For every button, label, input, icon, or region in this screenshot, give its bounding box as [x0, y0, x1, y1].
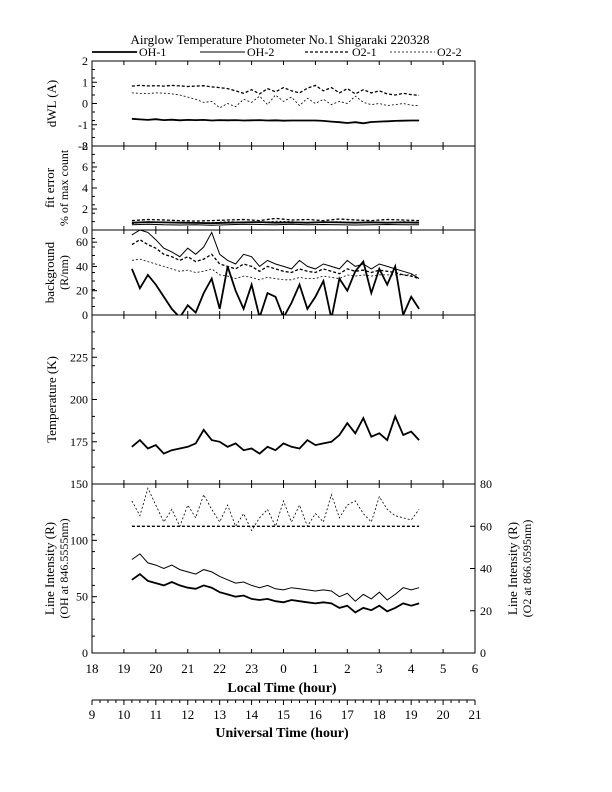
series-o2-1-line: [131, 84, 420, 97]
y-tick-label: 0: [82, 646, 88, 660]
panel-frame: [91, 483, 476, 654]
y-tick-label: 0: [82, 223, 88, 237]
local-time-tick-label: 18: [86, 661, 99, 676]
y-axis-label: background: [42, 241, 57, 303]
panels: -2 -1 0 1 2 dWL (A) 0 2 4 6 8 fit error% of max cou…: [42, 54, 534, 660]
series-oh-1-line: [131, 117, 420, 125]
local-time-tick-label: 0: [280, 661, 287, 676]
legend-label-o2-2: O2-2: [437, 45, 462, 59]
y-tick-label: -2: [78, 139, 88, 153]
y-tick-label: 2: [82, 202, 88, 216]
y-right-tick-label: 60: [480, 519, 492, 533]
ut-axis-label: Universal Time (hour): [215, 726, 349, 741]
panel-dwl: -2 -1 0 1 2 dWL (A): [44, 54, 476, 153]
ut-tick-label: 17: [341, 707, 355, 722]
panel-temperature: 175 200 225 Temperature (K): [44, 314, 476, 485]
series-o2-2-line: [131, 92, 420, 109]
series-o2-1-line: [131, 238, 420, 280]
series-oh-1-line: [131, 221, 420, 225]
y-axis-label: fit error: [42, 167, 57, 208]
y-axis-label: dWL (A): [44, 80, 59, 128]
y-axis-label-sub: (R/nm): [57, 255, 71, 290]
panel-fit: 0 2 4 6 8 fit error% of max count: [42, 139, 476, 237]
y-tick-label: 6: [82, 160, 88, 174]
y-tick-label: 4: [82, 181, 88, 195]
series-oh-1-line: [131, 572, 420, 614]
y-right-tick-label: 0: [480, 646, 486, 660]
legend: OH-1 OH-2 O2-1 O2-2: [92, 45, 462, 59]
legend-label-oh-1: OH-1: [139, 45, 166, 59]
local-time-tick-label: 19: [117, 661, 130, 676]
y-right-tick-label: 80: [480, 477, 492, 491]
panel-frame: [91, 60, 476, 147]
y-right-axis-label: Line Intensity (R): [505, 522, 520, 615]
ut-tick-label: 14: [245, 707, 259, 722]
y-tick-label: 20: [76, 284, 88, 298]
local-time-tick-label: 3: [376, 661, 383, 676]
ut-tick-label: 18: [373, 707, 386, 722]
y-tick-label: 0: [82, 97, 88, 111]
local-time-tick-label: 6: [472, 661, 479, 676]
y-tick-label: 200: [70, 393, 88, 407]
y-tick-label: 60: [76, 235, 88, 249]
local-time-tick-label: 23: [245, 661, 258, 676]
y-tick-label: 150: [70, 477, 88, 491]
ut-tick-label: 11: [150, 707, 163, 722]
figure-title: Airglow Temperature Photometer No.1 Shig…: [131, 32, 430, 47]
y-tick-label: -1: [78, 118, 88, 132]
series-oh-2-line: [131, 230, 420, 280]
series-oh-1-line: [131, 259, 420, 315]
y-right-tick-label: 20: [480, 604, 492, 618]
local-time-tick-label: 21: [181, 661, 194, 676]
series-o2-2-line: [131, 487, 420, 532]
series-oh-2-line: [131, 223, 420, 226]
y-right-tick-label: 40: [480, 562, 492, 576]
series-oh-1-line: [131, 413, 420, 455]
local-time-tick-label: 22: [213, 661, 226, 676]
ut-tick-label: 20: [437, 707, 450, 722]
ut-tick-label: 21: [469, 707, 482, 722]
ut-tick-label: 16: [309, 707, 323, 722]
local-time-tick-label: 2: [344, 661, 351, 676]
ut-tick-label: 13: [213, 707, 226, 722]
local-time-tick-label: 20: [149, 661, 162, 676]
local-time-tick-label: 4: [408, 661, 415, 676]
y-axis-label: Line Intensity (R): [42, 522, 57, 615]
y-tick-label: 50: [76, 590, 88, 604]
local-time-tick-label: 5: [440, 661, 447, 676]
panel-frame: [91, 229, 476, 316]
ut-tick-label: 12: [181, 707, 194, 722]
panel-background: 0 20 40 60 background (R/nm): [42, 229, 476, 322]
local-time-tick-label: 1: [312, 661, 319, 676]
legend-label-oh-2: OH-2: [247, 45, 274, 59]
ut-tick-label: 19: [405, 707, 418, 722]
y-axis-label-sub: (OH at 846.5555nm): [57, 518, 71, 618]
y-axis-label-sub: % of max count: [57, 149, 71, 226]
ut-tick-label: 9: [89, 707, 96, 722]
y-tick-label: 0: [82, 308, 88, 322]
y-tick-label: 225: [70, 350, 88, 364]
y-tick-label: 100: [70, 533, 88, 547]
y-right-axis-label-sub: (O2 at 866.0595nm): [520, 520, 534, 618]
series-o2-2-line: [131, 220, 420, 225]
y-tick-label: 175: [70, 435, 88, 449]
series-o2-2-line: [131, 258, 420, 281]
y-tick-label: 40: [76, 259, 88, 273]
y-tick-label: 1: [82, 75, 88, 89]
panel-frame: [91, 145, 476, 231]
ut-tick-label: 10: [117, 707, 130, 722]
y-tick-label: 8: [82, 139, 88, 153]
y-tick-label: 2: [82, 54, 88, 68]
series-oh-2-line: [131, 553, 420, 602]
y-axis-label: Temperature (K): [44, 356, 59, 443]
series-o2-1-line: [131, 217, 420, 222]
panel-frame: [91, 314, 476, 485]
legend-label-o2-1: O2-1: [352, 45, 377, 59]
local-time-axis-label: Local Time (hour): [227, 681, 336, 696]
ut-tick-label: 15: [277, 707, 290, 722]
